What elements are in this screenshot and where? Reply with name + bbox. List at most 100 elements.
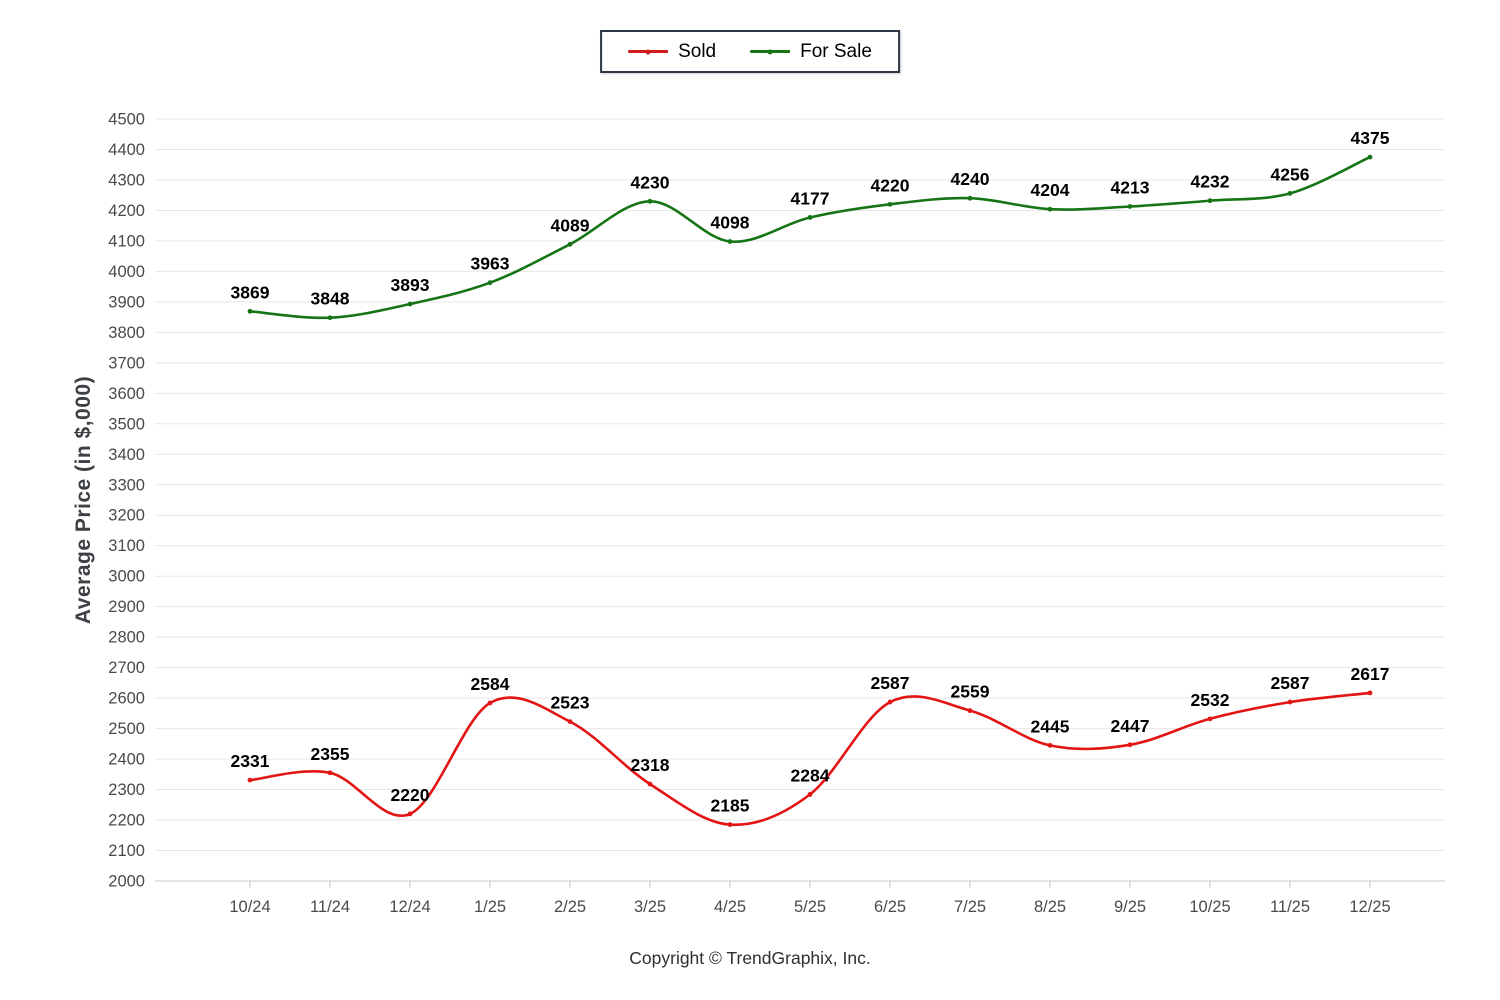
data-label-sold: 2220 [391, 785, 430, 805]
data-label-sold: 2185 [711, 796, 750, 816]
legend-item-for-sale[interactable]: For Sale [750, 42, 872, 61]
y-tick-label: 2700 [108, 659, 145, 677]
legend-item-sold[interactable]: Sold [628, 42, 716, 61]
y-tick-label: 4500 [108, 111, 145, 129]
x-tick-label: 10/25 [1189, 898, 1230, 916]
sold-line-swatch-icon [628, 47, 669, 56]
data-point-for-sale [567, 241, 573, 247]
y-tick-label: 3900 [108, 293, 145, 311]
x-tick-label: 11/25 [1270, 898, 1310, 916]
data-label-for-sale: 4240 [951, 169, 990, 189]
data-label-sold: 2559 [951, 682, 990, 702]
data-point-for-sale [487, 280, 493, 286]
data-point-sold [1367, 690, 1373, 696]
series-line-sold [249, 691, 1371, 827]
data-point-for-sale [327, 315, 333, 321]
data-point-for-sale [1287, 190, 1293, 196]
x-tick-label: 7/25 [954, 898, 986, 916]
legend-label-for-sale: For Sale [800, 41, 872, 62]
data-label-sold: 2331 [231, 751, 270, 771]
data-point-sold [807, 792, 813, 797]
x-tick-label: 4/25 [714, 898, 746, 916]
x-tick-label: 11/24 [310, 898, 350, 916]
data-point-for-sale [727, 239, 733, 244]
data-label-for-sale: 4220 [871, 175, 910, 195]
x-tick-label: 12/24 [389, 898, 430, 916]
data-point-for-sale [887, 201, 893, 207]
data-point-sold [567, 719, 573, 724]
data-label-for-sale: 3893 [391, 275, 430, 295]
y-tick-label: 4000 [108, 263, 145, 281]
data-point-sold [887, 699, 893, 705]
y-tick-label: 3100 [108, 537, 145, 555]
data-point-for-sale [807, 215, 813, 220]
data-label-for-sale: 4256 [1271, 164, 1310, 184]
data-label-sold: 2445 [1031, 716, 1070, 736]
data-label-sold: 2587 [871, 673, 910, 693]
y-tick-label: 2100 [108, 842, 145, 860]
data-label-for-sale: 4089 [551, 215, 590, 235]
data-label-sold: 2584 [471, 674, 510, 694]
data-label-for-sale: 4177 [791, 188, 830, 208]
data-label-for-sale: 4230 [631, 172, 670, 192]
y-tick-label: 3000 [108, 568, 145, 586]
data-label-for-sale: 3963 [471, 254, 510, 274]
y-tick-label: 2800 [108, 629, 145, 647]
y-tick-label: 3400 [108, 446, 145, 464]
data-point-for-sale [647, 198, 653, 204]
x-tick-label: 3/25 [634, 898, 666, 916]
data-point-sold [407, 811, 413, 817]
data-point-sold [1047, 742, 1053, 748]
y-tick-label: 4200 [108, 202, 145, 220]
y-tick-label: 2500 [108, 720, 145, 738]
y-tick-label: 4300 [108, 171, 145, 189]
data-label-for-sale: 3869 [231, 282, 270, 302]
y-tick-label: 2400 [108, 751, 145, 769]
data-label-sold: 2284 [791, 765, 830, 785]
data-label-sold: 2532 [1191, 690, 1230, 710]
data-label-sold: 2587 [1271, 673, 1310, 693]
data-point-for-sale [1207, 198, 1213, 204]
data-label-sold: 2523 [551, 693, 590, 713]
y-tick-label: 2900 [108, 598, 145, 616]
data-point-for-sale [967, 195, 973, 201]
legend-label-sold: Sold [678, 41, 717, 62]
x-tick-label: 1/25 [474, 898, 506, 916]
y-tick-label: 2000 [108, 873, 145, 891]
x-tick-label: 2/25 [554, 898, 586, 916]
data-point-sold [727, 822, 733, 828]
y-tick-label: 2600 [108, 690, 145, 708]
y-tick-label: 3800 [108, 324, 145, 342]
x-tick-label: 9/25 [1114, 898, 1146, 916]
data-label-for-sale: 4204 [1031, 180, 1070, 200]
data-label-for-sale: 4098 [711, 213, 750, 233]
data-point-sold [1207, 716, 1213, 722]
y-tick-label: 2200 [108, 812, 145, 830]
data-point-sold [487, 700, 493, 706]
y-tick-label: 2300 [108, 781, 145, 799]
data-label-for-sale: 4375 [1351, 128, 1390, 148]
x-tick-label: 6/25 [874, 898, 906, 916]
data-point-sold [247, 777, 253, 783]
data-point-sold [1127, 742, 1133, 748]
y-tick-label: 3600 [108, 385, 145, 403]
data-label-sold: 2318 [631, 755, 670, 775]
data-label-sold: 2355 [311, 744, 350, 764]
y-tick-label: 3300 [108, 476, 145, 494]
data-point-for-sale [1367, 154, 1373, 160]
x-tick-label: 5/25 [794, 898, 826, 916]
data-point-for-sale [1127, 204, 1133, 209]
data-point-for-sale [247, 308, 253, 314]
data-point-for-sale [407, 301, 413, 307]
data-label-for-sale: 4232 [1191, 172, 1230, 192]
y-tick-label: 3700 [108, 354, 145, 372]
data-label-for-sale: 3848 [311, 289, 350, 309]
data-point-sold [967, 708, 973, 714]
data-label-for-sale: 4213 [1111, 177, 1150, 197]
for-sale-line-swatch-icon [750, 47, 791, 56]
data-point-sold [327, 770, 333, 776]
copyright-text: Copyright © TrendGraphix, Inc. [629, 948, 871, 968]
x-tick-label: 8/25 [1034, 898, 1066, 916]
